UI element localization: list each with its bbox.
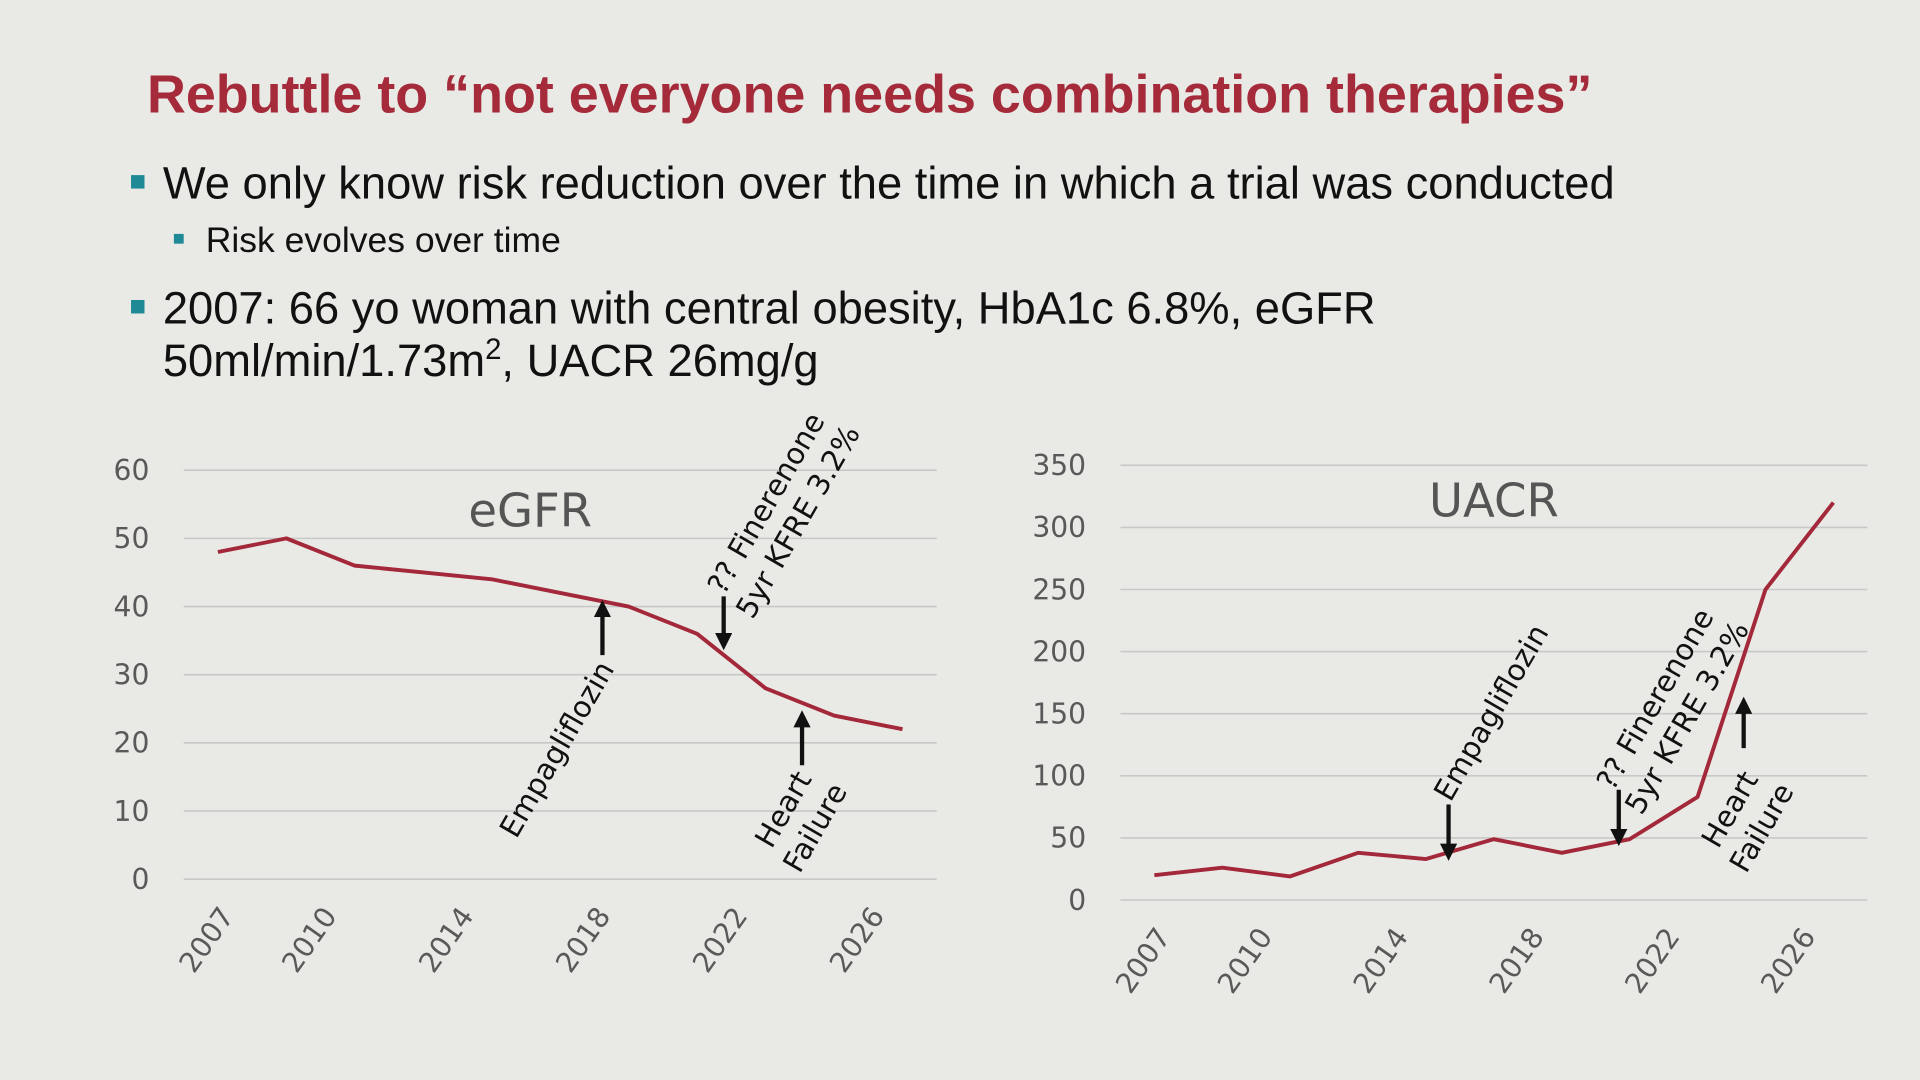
bullet: 2007: 66 yo woman with central obesity, … [163, 282, 1376, 333]
y-tick-label: 60 [114, 454, 150, 487]
data-line [1154, 501, 1835, 879]
y-tick-label: 300 [1032, 511, 1086, 544]
y-tick-label: 40 [114, 590, 150, 623]
bullet: We only know risk reduction over the tim… [163, 157, 1615, 208]
superscript: 2 [485, 333, 501, 366]
y-tick-label: 200 [1032, 635, 1086, 668]
bullet-part: 50ml/min/1.73m [163, 335, 485, 386]
sub-bullet: Risk evolves over time [206, 220, 561, 260]
bullet-marker [173, 233, 184, 244]
y-tick-label: 10 [114, 795, 150, 828]
y-tick-label: 100 [1032, 760, 1086, 793]
y-tick-label: 350 [1032, 449, 1086, 482]
y-tick-label: 0 [131, 863, 149, 896]
data-line [217, 536, 903, 732]
slide-title: Rebuttle to “not everyone needs combinat… [147, 65, 1592, 125]
bullet: 50ml/min/1.73m2, UACR 26mg/g [163, 333, 819, 386]
y-tick-label: 50 [1050, 822, 1086, 855]
y-tick-label: 20 [114, 727, 150, 760]
y-tick-label: 150 [1032, 697, 1086, 730]
chart-title: eGFR [468, 484, 592, 538]
y-tick-label: 50 [114, 522, 150, 555]
y-tick-label: 30 [114, 658, 150, 691]
y-tick-label: 0 [1068, 884, 1086, 917]
bullet-marker [131, 300, 145, 314]
bullet-part: , UACR 26mg/g [501, 335, 818, 386]
chart-title: UACR [1429, 474, 1559, 528]
y-tick-label: 250 [1032, 573, 1086, 606]
bullet-marker [131, 175, 145, 189]
